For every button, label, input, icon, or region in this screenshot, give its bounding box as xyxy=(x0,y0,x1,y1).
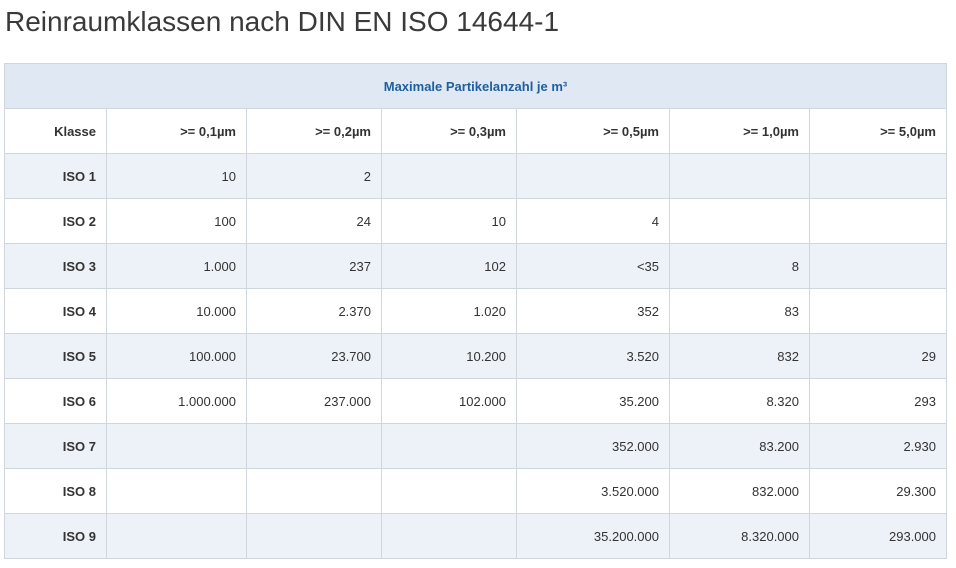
particle-count-cell xyxy=(381,468,517,514)
table-row: ISO 1 10 2 xyxy=(4,153,947,199)
particle-count-cell: 24 xyxy=(246,198,382,244)
cleanroom-class-table: Maximale Partikelanzahl je m³ Klasse >= … xyxy=(4,63,947,559)
particle-count-cell: 1.000.000 xyxy=(106,378,247,424)
column-header-0-2um: >= 0,2µm xyxy=(246,108,382,154)
particle-count-cell xyxy=(516,153,670,199)
particle-count-cell: 832.000 xyxy=(669,468,810,514)
particle-count-cell: 352.000 xyxy=(516,423,670,469)
particle-count-cell: 102 xyxy=(381,243,517,289)
particle-count-cell: 832 xyxy=(669,333,810,379)
class-label-cell: ISO 5 xyxy=(4,333,107,379)
table-row: ISO 9 35.200.000 8.320.000 293.000 xyxy=(4,513,947,559)
particle-count-cell: 83 xyxy=(669,288,810,334)
class-label-cell: ISO 8 xyxy=(4,468,107,514)
particle-count-cell: 100.000 xyxy=(106,333,247,379)
table-header-row: Klasse >= 0,1µm >= 0,2µm >= 0,3µm >= 0,5… xyxy=(4,108,947,154)
particle-count-cell xyxy=(669,198,810,244)
particle-count-cell xyxy=(106,468,247,514)
particle-count-cell: 83.200 xyxy=(669,423,810,469)
table-caption: Maximale Partikelanzahl je m³ xyxy=(4,63,947,109)
particle-count-cell: 2 xyxy=(246,153,382,199)
particle-count-cell: 10 xyxy=(106,153,247,199)
particle-count-cell: 35.200 xyxy=(516,378,670,424)
particle-count-cell: 8 xyxy=(669,243,810,289)
column-header-0-1um: >= 0,1µm xyxy=(106,108,247,154)
table-row: ISO 4 10.000 2.370 1.020 352 83 xyxy=(4,288,947,334)
particle-count-cell: 3.520.000 xyxy=(516,468,670,514)
particle-count-cell xyxy=(809,153,947,199)
table-row: ISO 6 1.000.000 237.000 102.000 35.200 8.320 2… xyxy=(4,378,947,424)
particle-count-cell: 237.000 xyxy=(246,378,382,424)
particle-count-cell xyxy=(809,198,947,244)
particle-count-cell: 2.370 xyxy=(246,288,382,334)
particle-count-cell: 3.520 xyxy=(516,333,670,379)
particle-count-cell: 100 xyxy=(106,198,247,244)
column-header-5-0um: >= 5,0µm xyxy=(809,108,947,154)
class-label-cell: ISO 9 xyxy=(4,513,107,559)
table-row: ISO 2 100 24 10 4 xyxy=(4,198,947,244)
particle-count-cell xyxy=(246,423,382,469)
particle-count-cell xyxy=(809,288,947,334)
column-header-klasse: Klasse xyxy=(4,108,107,154)
particle-count-cell xyxy=(246,513,382,559)
table-row: ISO 5 100.000 23.700 10.200 3.520 832 29 xyxy=(4,333,947,379)
particle-count-cell: 1.000 xyxy=(106,243,247,289)
particle-count-cell: 102.000 xyxy=(381,378,517,424)
particle-count-cell: 29 xyxy=(809,333,947,379)
particle-count-cell: 1.020 xyxy=(381,288,517,334)
particle-count-cell xyxy=(381,423,517,469)
particle-count-cell: 10.000 xyxy=(106,288,247,334)
particle-count-cell xyxy=(106,513,247,559)
class-label-cell: ISO 3 xyxy=(4,243,107,289)
particle-count-cell: 293 xyxy=(809,378,947,424)
particle-count-cell: 4 xyxy=(516,198,670,244)
particle-count-cell xyxy=(381,153,517,199)
particle-count-cell: 293.000 xyxy=(809,513,947,559)
column-header-0-3um: >= 0,3µm xyxy=(381,108,517,154)
class-label-cell: ISO 6 xyxy=(4,378,107,424)
column-header-0-5um: >= 0,5µm xyxy=(516,108,670,154)
class-label-cell: ISO 2 xyxy=(4,198,107,244)
class-label-cell: ISO 4 xyxy=(4,288,107,334)
table-row: ISO 3 1.000 237 102 <35 8 xyxy=(4,243,947,289)
particle-count-cell: <35 xyxy=(516,243,670,289)
particle-count-cell: 29.300 xyxy=(809,468,947,514)
particle-count-cell xyxy=(246,468,382,514)
column-header-1-0um: >= 1,0µm xyxy=(669,108,810,154)
particle-count-cell: 8.320 xyxy=(669,378,810,424)
particle-count-cell: 2.930 xyxy=(809,423,947,469)
particle-count-cell: 352 xyxy=(516,288,670,334)
particle-count-cell xyxy=(809,243,947,289)
table-caption-row: Maximale Partikelanzahl je m³ xyxy=(4,63,947,109)
class-label-cell: ISO 7 xyxy=(4,423,107,469)
table-row: ISO 8 3.520.000 832.000 29.300 xyxy=(4,468,947,514)
particle-count-cell: 237 xyxy=(246,243,382,289)
particle-count-cell: 10 xyxy=(381,198,517,244)
particle-count-cell: 10.200 xyxy=(381,333,517,379)
class-label-cell: ISO 1 xyxy=(4,153,107,199)
table-row: ISO 7 352.000 83.200 2.930 xyxy=(4,423,947,469)
particle-count-cell xyxy=(106,423,247,469)
particle-count-cell: 8.320.000 xyxy=(669,513,810,559)
particle-count-cell: 35.200.000 xyxy=(516,513,670,559)
particle-count-cell xyxy=(669,153,810,199)
page-title: Reinraumklassen nach DIN EN ISO 14644-1 xyxy=(5,6,560,37)
particle-count-cell xyxy=(381,513,517,559)
particle-count-cell: 23.700 xyxy=(246,333,382,379)
